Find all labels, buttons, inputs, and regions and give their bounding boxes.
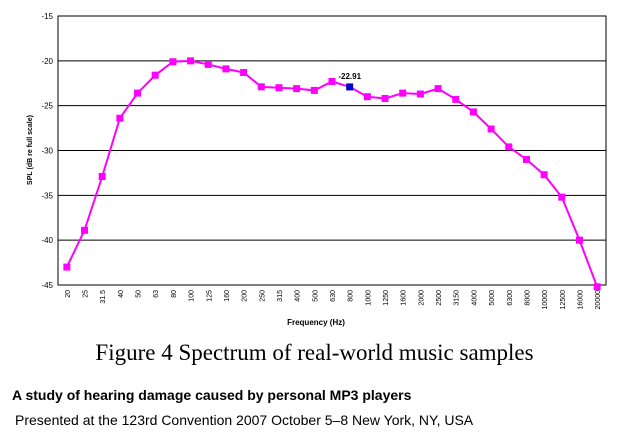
marker <box>310 86 318 94</box>
x-tick-label: 50 <box>136 290 143 298</box>
marker <box>399 89 407 97</box>
marker <box>381 94 389 102</box>
y-axis-label: SPL (dB re full scale) <box>27 115 34 185</box>
data-label: -22.91 <box>338 72 361 81</box>
marker <box>116 114 124 122</box>
marker <box>593 283 601 291</box>
marker <box>522 155 530 163</box>
marker <box>434 85 442 93</box>
x-tick-label: 16000 <box>577 290 584 310</box>
marker <box>187 57 195 65</box>
marker <box>98 173 106 181</box>
x-tick-label: 20 <box>65 290 72 298</box>
x-tick-label: 2000 <box>418 290 425 306</box>
marker <box>575 236 583 244</box>
marker <box>558 193 566 201</box>
x-tick-label: 100 <box>189 290 196 302</box>
y-tick-label: -15 <box>41 12 53 21</box>
x-tick-label: 250 <box>259 290 266 302</box>
y-tick-label: -35 <box>41 191 53 200</box>
y-tick-label: -45 <box>41 281 53 290</box>
y-tick-label: -40 <box>41 236 53 245</box>
x-tick-label: 63 <box>153 290 160 298</box>
x-tick-label: 12500 <box>560 290 567 310</box>
marker <box>275 84 283 92</box>
y-tick-label: -25 <box>41 102 53 111</box>
marker <box>151 71 159 79</box>
marker <box>416 90 424 98</box>
x-tick-label: 800 <box>348 290 355 302</box>
marker <box>81 226 89 234</box>
x-tick-label: 1250 <box>383 290 390 306</box>
marker <box>63 263 71 271</box>
x-tick-label: 630 <box>330 290 337 302</box>
x-tick-label: 25 <box>83 290 90 298</box>
marker <box>134 89 142 97</box>
x-tick-label: 8000 <box>524 290 531 306</box>
marker <box>469 108 477 116</box>
chart: Frequency (Hz) SPL (dB re full scale) -1… <box>27 12 607 327</box>
x-tick-label: 40 <box>118 290 125 298</box>
marker <box>204 60 212 68</box>
x-tick-label: 500 <box>312 290 319 302</box>
marker <box>169 58 177 66</box>
x-tick-label: 3150 <box>454 290 461 306</box>
x-tick-label: 80 <box>171 290 178 298</box>
marker <box>293 85 301 93</box>
marker <box>452 95 460 103</box>
caption: Figure 4 Spectrum of real-world music sa… <box>95 340 534 365</box>
x-tick-label: 6300 <box>507 290 514 306</box>
marker <box>240 68 248 76</box>
venue: Presented at the 123rd Convention 2007 O… <box>15 412 474 428</box>
marker <box>363 93 371 101</box>
x-tick-label: 4000 <box>471 290 478 306</box>
x-tick-label: 400 <box>295 290 302 302</box>
x-tick-label: 200 <box>242 290 249 302</box>
x-tick-label: 160 <box>224 290 231 302</box>
line <box>65 59 599 288</box>
y-tick-label: -30 <box>41 147 53 156</box>
highlight-marker <box>346 83 354 91</box>
marker <box>505 143 513 151</box>
marker <box>257 83 265 91</box>
x-tick-label: 20000 <box>595 290 602 310</box>
x-tick-label: 1000 <box>365 290 372 306</box>
x-tick-label: 5000 <box>489 290 496 306</box>
x-tick-label: 31.5 <box>100 290 107 304</box>
x-axis-label: Frequency (Hz) <box>287 318 345 327</box>
y-tick-label: -20 <box>41 57 53 66</box>
x-tick-label: 2500 <box>436 290 443 306</box>
x-tick-label: 315 <box>277 290 284 302</box>
plot-border <box>57 15 607 286</box>
x-tick-label: 1600 <box>401 290 408 306</box>
x-tick-label: 125 <box>206 290 213 302</box>
marker <box>487 125 495 133</box>
marker <box>328 77 336 85</box>
marker <box>222 65 230 73</box>
x-tick-label: 10000 <box>542 290 549 310</box>
marker <box>540 171 548 179</box>
paper-title: A study of hearing damage caused by pers… <box>12 387 412 403</box>
